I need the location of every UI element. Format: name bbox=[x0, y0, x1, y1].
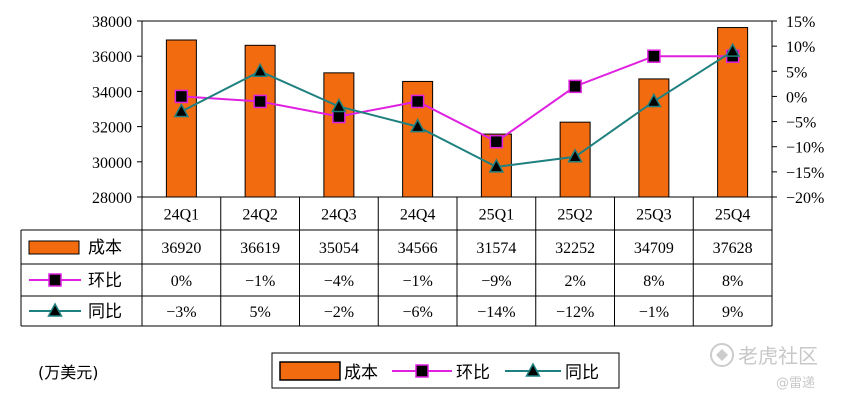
category-label: 24Q3 bbox=[321, 207, 357, 224]
watermark-brand: 老虎社区 bbox=[738, 344, 818, 368]
mom-point bbox=[332, 109, 346, 124]
left-tick-label: 38000 bbox=[92, 14, 132, 31]
mom-line bbox=[181, 55, 733, 143]
line-series bbox=[173, 42, 741, 173]
mom-point bbox=[410, 94, 425, 109]
category-label: 24Q1 bbox=[164, 207, 200, 224]
watermark-logo-icon bbox=[710, 343, 734, 367]
category-label: 25Q4 bbox=[715, 207, 751, 224]
table-cell: −1% bbox=[639, 304, 669, 321]
table-cell: −6% bbox=[402, 304, 432, 321]
left-tick-label: 32000 bbox=[92, 120, 132, 137]
row-label: 环比 bbox=[88, 271, 122, 291]
legend-label: 同比 bbox=[565, 363, 599, 383]
table-cell: 0% bbox=[171, 273, 192, 290]
table-cell: −4% bbox=[324, 273, 354, 290]
unit-label: (万美元) bbox=[38, 363, 99, 382]
table-cell: 34566 bbox=[398, 240, 438, 257]
legend-label: 成本 bbox=[344, 363, 378, 383]
yoy-line bbox=[180, 50, 734, 168]
mom-point bbox=[174, 89, 189, 104]
yoy-point bbox=[724, 42, 741, 57]
left-tick-label: 30000 bbox=[92, 155, 132, 172]
data-table: 24Q1 24Q2 24Q3 24Q4 25Q1 25Q2 25Q3 25Q4 成本 36920 3… bbox=[20, 196, 773, 327]
left-axis: 38000 36000 34000 32000 30000 28000 bbox=[92, 14, 142, 207]
category-label: 25Q1 bbox=[479, 207, 515, 224]
watermark: 老虎社区 @雷递 bbox=[710, 343, 818, 391]
table-cell: −14% bbox=[477, 304, 515, 321]
yoy-point bbox=[173, 102, 190, 118]
left-tick-label: 28000 bbox=[92, 190, 132, 207]
row-key-triangle-icon bbox=[47, 302, 63, 317]
legend: 成本 环比 同比 bbox=[271, 352, 620, 389]
category-label: 24Q2 bbox=[242, 207, 278, 224]
legend-triangle-icon bbox=[525, 362, 541, 377]
row-key-bar-icon bbox=[28, 240, 80, 255]
watermark-handle: @雷递 bbox=[776, 376, 815, 391]
table-cell: 32252 bbox=[555, 240, 595, 257]
yoy-point bbox=[646, 92, 662, 108]
table-cell: −9% bbox=[481, 273, 511, 290]
table-cell: 9% bbox=[722, 304, 743, 321]
category-label: 24Q4 bbox=[400, 207, 436, 224]
yoy-point bbox=[567, 148, 583, 163]
plot-frame bbox=[141, 20, 773, 198]
right-tick-label: −15% bbox=[786, 165, 824, 182]
row-label: 成本 bbox=[88, 238, 122, 258]
bar bbox=[323, 72, 355, 198]
table-cell: 34709 bbox=[634, 240, 674, 257]
table-cell: −12% bbox=[556, 304, 594, 321]
right-tick-label: −10% bbox=[786, 140, 824, 157]
mom-point bbox=[253, 94, 267, 109]
yoy-point bbox=[331, 97, 347, 113]
left-tick-label: 36000 bbox=[92, 49, 132, 66]
bar bbox=[402, 80, 434, 198]
left-tick-label: 34000 bbox=[92, 84, 132, 101]
row-key-square-icon bbox=[48, 273, 62, 287]
yoy-point bbox=[409, 118, 426, 133]
right-tick-label: 15% bbox=[786, 14, 815, 31]
mom-point bbox=[489, 134, 504, 149]
table-cell: 36920 bbox=[161, 240, 201, 257]
yoy-point bbox=[252, 62, 268, 78]
table-cell: 35054 bbox=[319, 240, 359, 257]
bar bbox=[165, 39, 197, 198]
right-tick-label: −20% bbox=[786, 190, 824, 207]
table-cell: 8% bbox=[643, 273, 664, 290]
mom-point bbox=[647, 49, 661, 63]
table-cell: 31574 bbox=[476, 240, 516, 257]
table-cell: −3% bbox=[166, 304, 196, 321]
row-label: 同比 bbox=[88, 302, 122, 322]
right-axis: 15% 10% 5% 0% −5% −10% −15% −20% bbox=[772, 14, 824, 207]
legend-square-icon bbox=[415, 364, 429, 378]
right-tick-label: 10% bbox=[786, 39, 815, 56]
table-cell: 2% bbox=[564, 273, 585, 290]
yoy-point bbox=[488, 158, 505, 173]
legend-label: 环比 bbox=[456, 363, 490, 383]
plot-border bbox=[141, 20, 773, 198]
category-label: 25Q3 bbox=[636, 207, 672, 224]
table-cell: −1% bbox=[402, 273, 432, 290]
table-cell: −2% bbox=[324, 304, 354, 321]
legend-bar-icon bbox=[279, 361, 341, 381]
right-tick-label: −5% bbox=[786, 115, 816, 132]
category-label: 25Q2 bbox=[557, 207, 593, 224]
table-cell: 8% bbox=[722, 273, 743, 290]
mom-point bbox=[568, 79, 582, 94]
table-cell: 5% bbox=[249, 304, 270, 321]
table-cell: 36619 bbox=[240, 240, 280, 257]
table-cell: 37628 bbox=[713, 240, 753, 257]
table-cell: −1% bbox=[245, 273, 275, 290]
right-tick-label: 5% bbox=[786, 64, 807, 81]
right-tick-label: 0% bbox=[786, 89, 807, 106]
